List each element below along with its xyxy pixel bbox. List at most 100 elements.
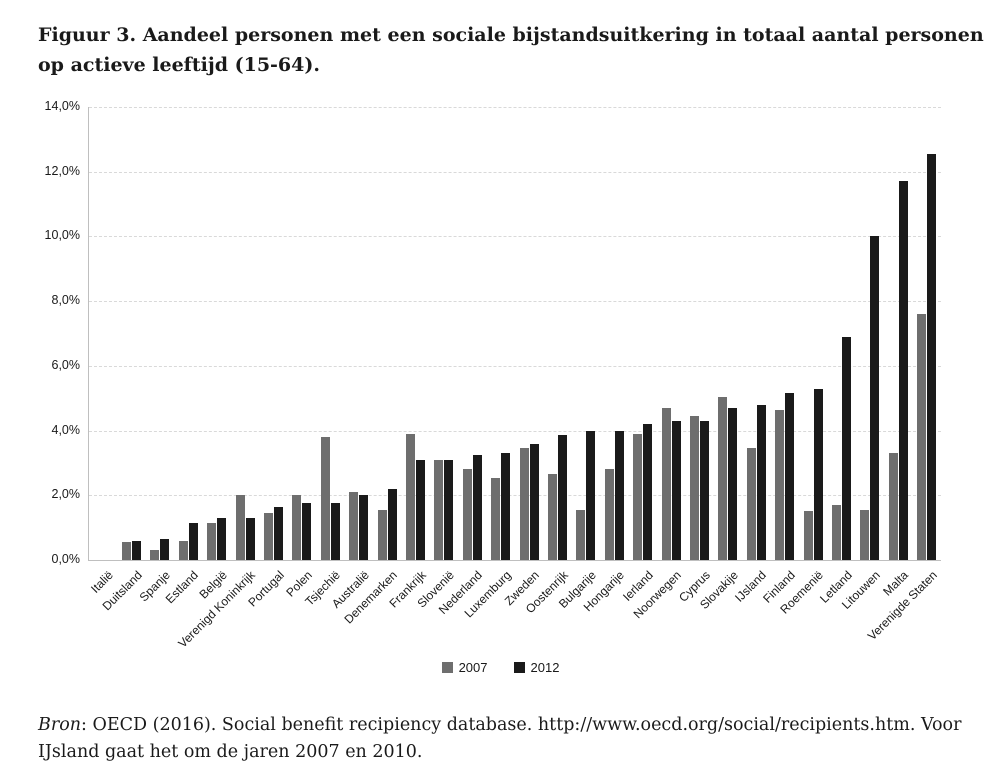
legend-swatch-icon xyxy=(513,662,525,673)
gridline xyxy=(89,236,941,238)
legend-swatch-icon xyxy=(441,662,453,673)
bar-2012 xyxy=(756,404,766,560)
gridline xyxy=(89,430,941,432)
bar-2007 xyxy=(122,542,132,560)
bar-2007 xyxy=(320,437,330,560)
bar-2007 xyxy=(746,448,756,560)
bar-group-15 xyxy=(487,107,515,560)
bar-2007 xyxy=(775,409,785,560)
bar-group-17 xyxy=(543,107,571,560)
bar-group-28 xyxy=(856,107,884,560)
legend-label: 2012 xyxy=(530,660,560,675)
bar-group-26 xyxy=(799,107,827,560)
bar-2012 xyxy=(330,503,340,560)
bar-2012 xyxy=(501,453,511,560)
bar-group-2 xyxy=(117,107,145,560)
y-axis-tick-label: 2,0% xyxy=(51,487,81,502)
y-axis-tick-label: 12,0% xyxy=(44,163,80,178)
bar-2012 xyxy=(188,522,198,560)
bar-group-20 xyxy=(629,107,657,560)
bar-2007 xyxy=(576,509,586,560)
bar-2012 xyxy=(416,459,426,560)
bar-2012 xyxy=(728,407,738,560)
bar-2012 xyxy=(444,459,454,560)
bar-group-7 xyxy=(259,107,287,560)
y-axis-tick-label: 4,0% xyxy=(51,422,81,437)
bar-group-24 xyxy=(742,107,770,560)
legend-label: 2007 xyxy=(458,660,488,675)
y-axis-tick-label: 6,0% xyxy=(51,357,81,372)
bar-2012 xyxy=(558,435,568,560)
bar-2012 xyxy=(842,336,852,560)
bar-group-16 xyxy=(515,107,543,560)
bar-2012 xyxy=(302,503,312,560)
legend-item-2007: 2007 xyxy=(441,660,488,675)
bar-group-23 xyxy=(714,107,742,560)
bar-2012 xyxy=(132,540,142,560)
bar-group-5 xyxy=(203,107,231,560)
y-axis-tick-label: 8,0% xyxy=(51,293,81,308)
bar-2007 xyxy=(235,495,245,560)
bar-group-3 xyxy=(146,107,174,560)
bar-2007 xyxy=(491,477,501,560)
bar-2012 xyxy=(898,181,908,560)
bar-group-13 xyxy=(430,107,458,560)
bar-2012 xyxy=(813,388,823,560)
bar-2012 xyxy=(700,420,710,560)
bar-2007 xyxy=(377,509,387,560)
bar-2007 xyxy=(888,453,898,560)
bar-2007 xyxy=(519,448,529,560)
bar-2007 xyxy=(860,509,870,560)
bar-group-14 xyxy=(458,107,486,560)
bar-2012 xyxy=(245,517,255,560)
bar-2012 xyxy=(359,495,369,560)
bar-group-11 xyxy=(373,107,401,560)
gridline xyxy=(89,495,941,497)
bar-group-8 xyxy=(288,107,316,560)
bar-2007 xyxy=(604,469,614,560)
bar-2012 xyxy=(274,506,284,560)
bar-group-21 xyxy=(657,107,685,560)
bar-2012 xyxy=(785,393,795,560)
bar-group-4 xyxy=(174,107,202,560)
y-axis-tick-label: 10,0% xyxy=(44,228,80,243)
bar-2007 xyxy=(406,433,416,560)
bar-2007 xyxy=(690,416,700,560)
source-note: Bron: OECD (2016). Social benefit recipi… xyxy=(38,712,978,766)
plot-area xyxy=(88,107,941,561)
bar-2012 xyxy=(472,454,482,560)
bar-group-6 xyxy=(231,107,259,560)
bar-2012 xyxy=(529,443,539,560)
bar-2007 xyxy=(803,511,813,560)
bar-group-9 xyxy=(316,107,344,560)
bar-2012 xyxy=(870,236,880,560)
gridline xyxy=(89,171,941,173)
source-text: : OECD (2016). Social benefit recipiency… xyxy=(38,714,962,762)
bar-group-25 xyxy=(771,107,799,560)
bar-group-18 xyxy=(572,107,600,560)
figure-title: Figuur 3. Aandeel personen met een socia… xyxy=(38,24,984,77)
bar-2007 xyxy=(349,492,359,560)
bar-2007 xyxy=(548,474,558,560)
legend: 2007 2012 xyxy=(0,660,1001,675)
y-axis-tick-label: 0,0% xyxy=(51,552,81,566)
bar-2007 xyxy=(150,550,160,560)
y-axis-tick-label: 14,0% xyxy=(44,99,80,113)
bar-2007 xyxy=(661,407,671,560)
bar-2007 xyxy=(832,505,842,560)
bar-group-30 xyxy=(913,107,941,560)
gridline xyxy=(89,365,941,367)
bar-group-10 xyxy=(345,107,373,560)
bar-2007 xyxy=(633,433,643,560)
bar-2007 xyxy=(292,495,302,560)
bar-2012 xyxy=(643,424,653,560)
bar-2007 xyxy=(264,513,274,560)
bar-2012 xyxy=(671,420,681,560)
bar-2007 xyxy=(917,314,927,560)
bar-2012 xyxy=(217,517,227,560)
legend-item-2012: 2012 xyxy=(513,660,560,675)
bar-2007 xyxy=(178,540,188,560)
bar-group-1 xyxy=(89,107,117,560)
bar-group-19 xyxy=(600,107,628,560)
